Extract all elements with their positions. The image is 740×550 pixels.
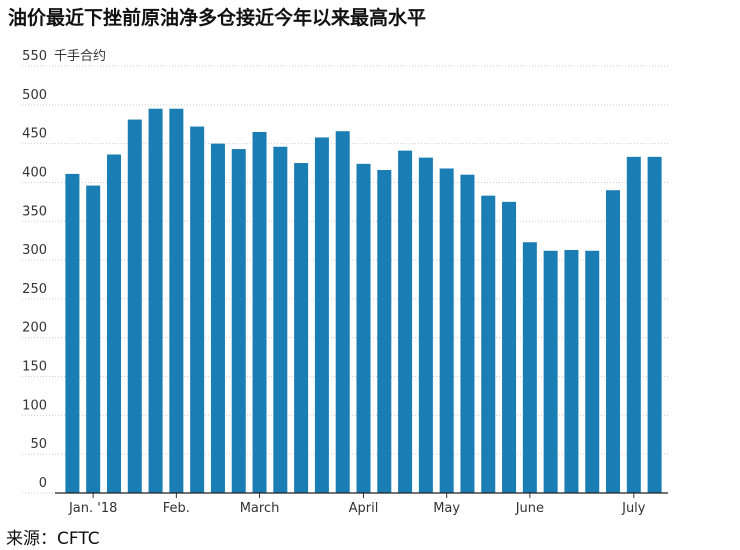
y-tick-label: 350 (22, 204, 47, 219)
bar (231, 149, 246, 493)
bar (647, 156, 662, 494)
x-tick-label: Feb. (163, 501, 190, 516)
x-tick-label: May (433, 501, 460, 516)
bar (86, 185, 101, 493)
y-tick-label: 200 (22, 321, 47, 336)
source: 来源：CFTC (6, 529, 100, 549)
bar (377, 170, 392, 494)
chart-title: 油价最近下挫前原油净多仓接近今年以来最高水平 (8, 6, 426, 29)
bar (210, 143, 225, 494)
y-tick-label: 50 (30, 437, 47, 452)
bar (585, 250, 600, 493)
y-tick-label: 0 (39, 476, 47, 491)
y-tick-label: 300 (22, 243, 47, 258)
x-tick-label: July (621, 501, 646, 516)
x-tick-label: Jan. '18 (68, 501, 117, 516)
y-tick-label: 500 (22, 88, 47, 103)
bar (252, 131, 267, 493)
y-tick-label: 150 (22, 360, 47, 375)
bar (606, 190, 621, 493)
x-tick-label: June (515, 501, 544, 516)
bar (127, 119, 142, 493)
bar (502, 201, 517, 493)
y-tick-label: 400 (22, 165, 47, 180)
bar (294, 163, 309, 493)
bar (564, 249, 579, 493)
x-tick-label: March (240, 501, 280, 516)
bar (460, 174, 475, 493)
bar (106, 154, 121, 494)
bar (335, 131, 350, 493)
bar (626, 156, 641, 494)
bar (439, 168, 454, 494)
y-tick-label: 250 (22, 282, 47, 297)
bar (169, 108, 184, 493)
bar (65, 173, 80, 493)
y-tick-label: 100 (22, 398, 47, 413)
bar (273, 146, 288, 493)
y-tick-label: 450 (22, 127, 47, 142)
bar (481, 195, 496, 494)
bar (190, 126, 205, 493)
bar (314, 137, 329, 493)
bar (398, 150, 413, 493)
bar (356, 163, 371, 493)
bar (543, 250, 558, 493)
x-tick-label: April (349, 501, 379, 516)
bar (418, 157, 433, 494)
bar (148, 108, 163, 493)
y-axis-label: 千手合约 (54, 49, 106, 64)
y-tick-label: 550 (22, 49, 47, 64)
bar (522, 242, 537, 493)
